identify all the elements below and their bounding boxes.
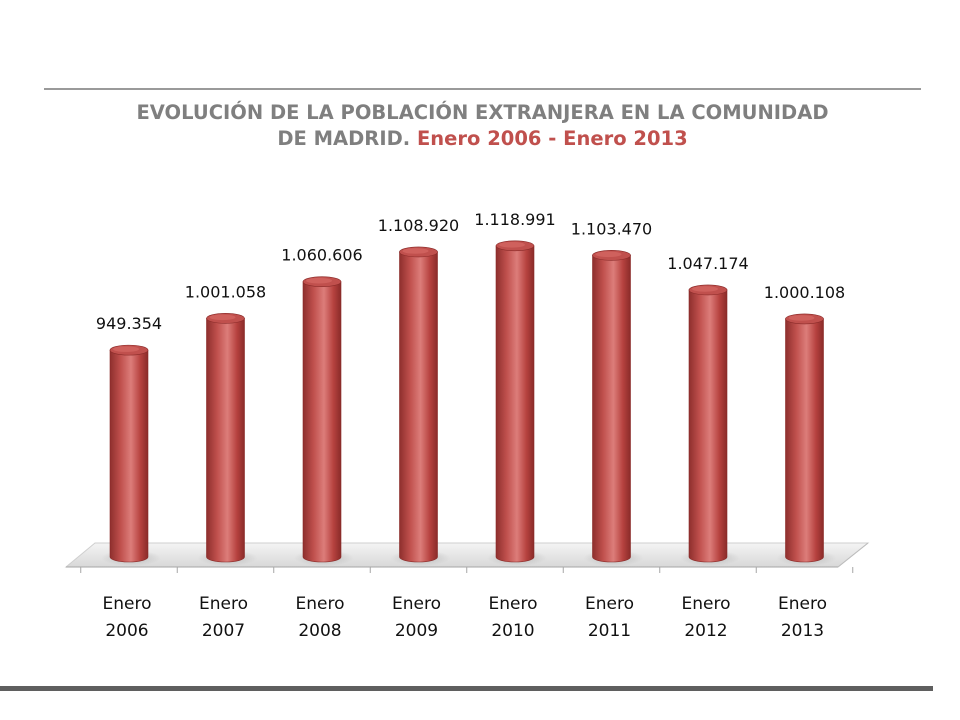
bar-cylinder bbox=[206, 318, 245, 563]
bar-value-label: 1.047.174 bbox=[667, 254, 748, 273]
bar-value-label: 1.118.991 bbox=[474, 210, 555, 229]
chart-title: EVOLUCIÓN DE LA POBLACIÓN EXTRANJERA EN … bbox=[44, 100, 921, 152]
bar-cylinder bbox=[302, 281, 342, 563]
bar-cylinder bbox=[688, 289, 728, 563]
category-label-year: 2009 bbox=[395, 621, 438, 641]
category-label-month: Enero bbox=[199, 594, 248, 614]
bar-value-label: 1.000.108 bbox=[764, 283, 845, 302]
category-label-month: Enero bbox=[103, 594, 152, 614]
chart-title-line2: DE MADRID. Enero 2006 - Enero 2013 bbox=[44, 126, 921, 152]
bar-cap-highlight bbox=[499, 241, 525, 248]
bar-value-label: 1.060.606 bbox=[281, 246, 362, 265]
category-label-month: Enero bbox=[585, 594, 634, 614]
bar-value-label: 949.354 bbox=[96, 314, 162, 333]
bar-value-label: 1.103.470 bbox=[571, 219, 652, 238]
bottom-divider bbox=[0, 686, 933, 691]
floor-edge bbox=[837, 542, 869, 568]
bar-cap-highlight bbox=[402, 248, 429, 254]
category-label-year: 2011 bbox=[588, 621, 631, 641]
bar-cap-highlight bbox=[209, 314, 236, 321]
bar-cylinder bbox=[592, 255, 631, 563]
category-label-month: Enero bbox=[489, 594, 538, 614]
bar-cylinder bbox=[785, 318, 824, 563]
bar-cylinder bbox=[399, 251, 438, 563]
category-label-year: 2012 bbox=[684, 621, 727, 641]
chart-title-line1: EVOLUCIÓN DE LA POBLACIÓN EXTRANJERA EN … bbox=[136, 101, 829, 124]
category-label-year: 2010 bbox=[491, 621, 534, 641]
bar-value-label: 1.108.920 bbox=[378, 216, 459, 235]
bar-cap-highlight bbox=[595, 251, 622, 258]
chart-title-accent: Enero 2006 - Enero 2013 bbox=[416, 127, 688, 150]
bar-cylinder bbox=[109, 349, 149, 563]
bar-value-label: 1.001.058 bbox=[185, 282, 266, 301]
bar-cap-highlight bbox=[306, 277, 332, 284]
bar-cap-highlight bbox=[113, 346, 139, 352]
chart-floor bbox=[64, 542, 870, 568]
bar-cap-highlight bbox=[788, 315, 815, 321]
bar-cap-highlight bbox=[692, 286, 718, 292]
category-label-month: Enero bbox=[778, 594, 827, 614]
category-label-month: Enero bbox=[392, 594, 441, 614]
category-label-year: 2007 bbox=[202, 621, 245, 641]
category-label-month: Enero bbox=[296, 594, 345, 614]
category-label-year: 2006 bbox=[105, 621, 148, 641]
category-label-year: 2008 bbox=[298, 621, 341, 641]
top-divider bbox=[44, 88, 921, 90]
bar-cylinder bbox=[495, 245, 535, 563]
category-label-month: Enero bbox=[682, 594, 731, 614]
chart-title-prefix: DE MADRID. bbox=[277, 127, 411, 150]
category-label-year: 2013 bbox=[781, 621, 824, 641]
